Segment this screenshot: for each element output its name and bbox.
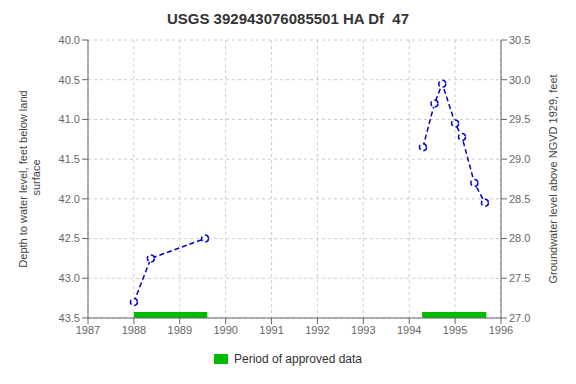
svg-text:1992: 1992 (305, 324, 329, 336)
svg-text:Groundwater level above NGVD 1: Groundwater level above NGVD 1929, feet (547, 74, 559, 283)
svg-text:1994: 1994 (397, 324, 421, 336)
svg-text:29.0: 29.0 (509, 153, 530, 165)
html-text:Period of approved data: Period of approved data (234, 352, 362, 366)
html-text:USGS 392943076085501 HA Df 47: USGS 392943076085501 HA Df 47 (166, 10, 409, 27)
svg-text:1987: 1987 (76, 324, 100, 336)
svg-text:1990: 1990 (213, 324, 237, 336)
svg-text:41.5: 41.5 (59, 153, 80, 165)
svg-text:1989: 1989 (168, 324, 192, 336)
svg-text:30.5: 30.5 (509, 34, 530, 46)
svg-text:41.0: 41.0 (59, 113, 80, 125)
svg-text:1988: 1988 (122, 324, 146, 336)
svg-text:28.5: 28.5 (509, 193, 530, 205)
svg-text:43.0: 43.0 (59, 272, 80, 284)
svg-text:1996: 1996 (489, 324, 513, 336)
svg-text:27.5: 27.5 (509, 272, 530, 284)
svg-text:28.0: 28.0 (509, 232, 530, 244)
svg-text:43.5: 43.5 (59, 312, 80, 324)
svg-text:42.0: 42.0 (59, 193, 80, 205)
svg-text:1991: 1991 (259, 324, 283, 336)
svg-text:1995: 1995 (443, 324, 467, 336)
svg-text:1993: 1993 (351, 324, 375, 336)
svg-text:30.0: 30.0 (509, 74, 530, 86)
svg-text:42.5: 42.5 (59, 232, 80, 244)
svg-text:40.0: 40.0 (59, 34, 80, 46)
svg-text:29.5: 29.5 (509, 113, 530, 125)
svg-text:Depth to water level, feet bel: Depth to water level, feet below land su… (17, 90, 42, 267)
svg-text:27.0: 27.0 (509, 312, 530, 324)
svg-text:40.5: 40.5 (59, 74, 80, 86)
